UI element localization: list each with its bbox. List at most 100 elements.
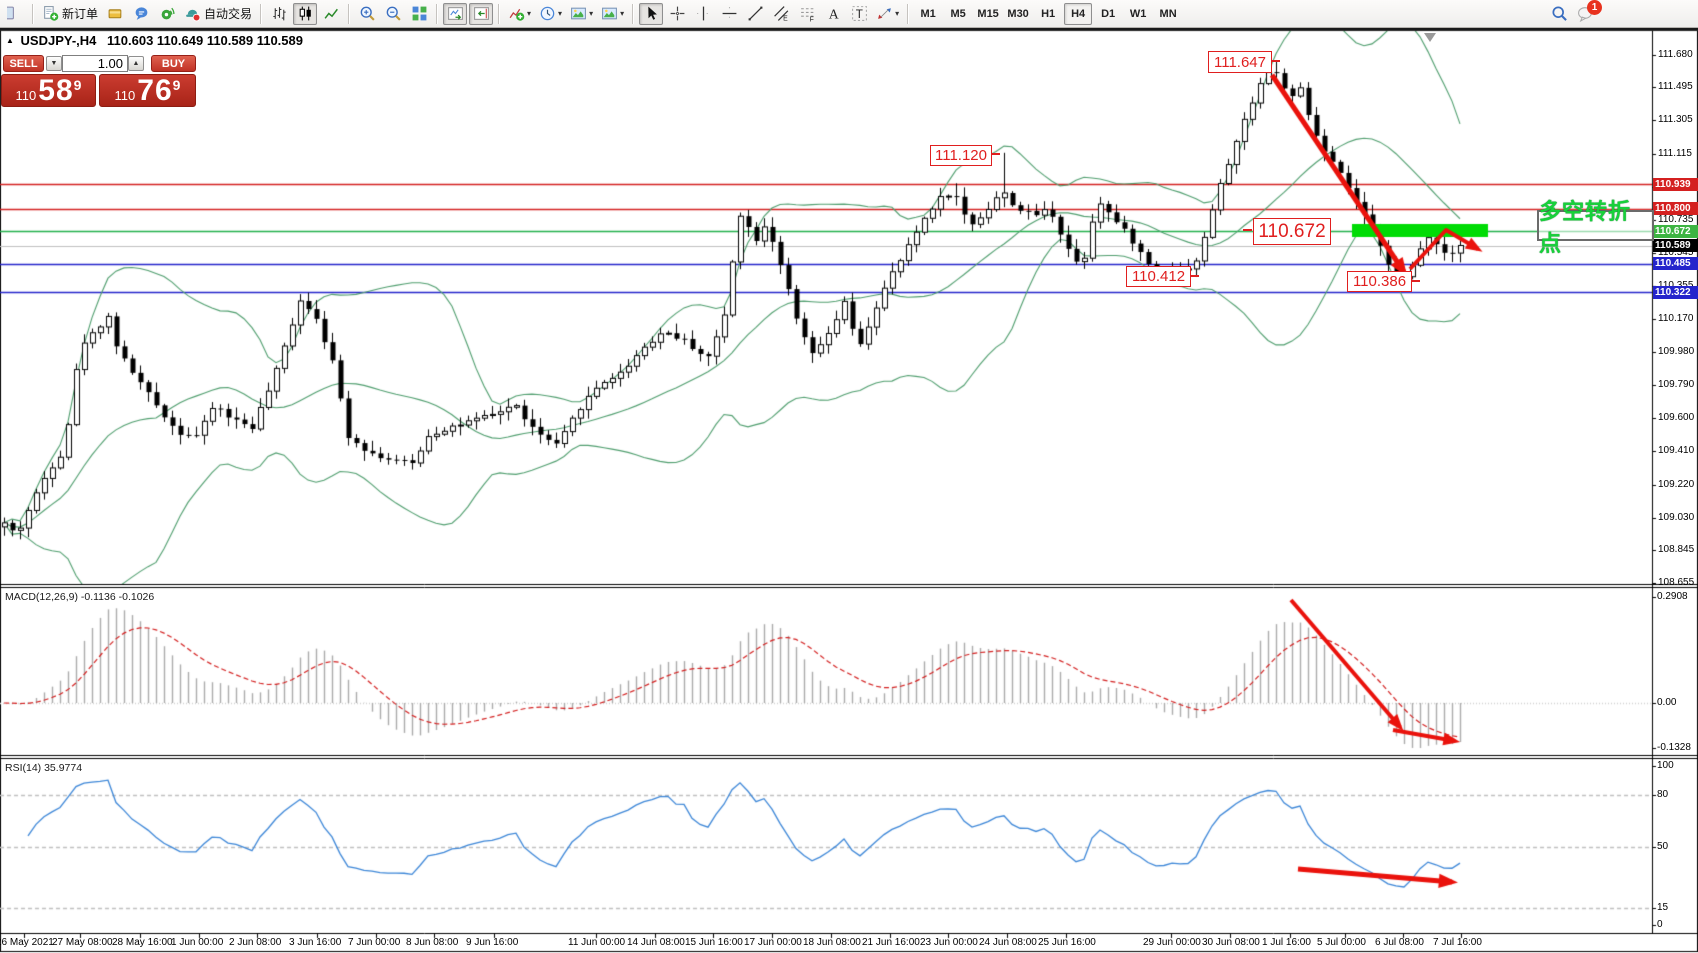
rsi-scale-value: 50: [1657, 841, 1669, 852]
date-axis-label: 3 Jun 16:00: [289, 937, 342, 948]
fibonacci-tool-button[interactable]: F: [795, 3, 819, 25]
horizontal-line-tool-button[interactable]: [717, 3, 741, 25]
textT-icon: T: [851, 5, 868, 22]
price-scale-tick: 111.305: [1658, 114, 1693, 126]
chart-shift-button[interactable]: [469, 2, 494, 25]
timeframe-M1-button[interactable]: M1: [920, 7, 936, 20]
annotation-connector: [1190, 275, 1199, 277]
date-axis-label: 5 Jul 00:00: [1317, 937, 1366, 948]
price-line-label: 110.672: [1653, 224, 1698, 238]
timeframe-W1-button[interactable]: W1: [1129, 7, 1147, 20]
price-scale-tick: 110.735: [1658, 214, 1694, 225]
chart-title: ▲ USDJPY-,H4 110.603 110.649 110.589 110…: [6, 33, 303, 48]
autotrading-button[interactable]: 自动交易: [181, 3, 255, 25]
price-scale-tick: 109.220: [1658, 478, 1695, 490]
vertical-line-tool-button[interactable]: [691, 3, 715, 25]
periods-button[interactable]: ▾: [536, 3, 565, 25]
text-label-tool-button[interactable]: T: [847, 3, 871, 25]
crosshair-tool-button[interactable]: [665, 3, 689, 25]
zoomout-icon: [385, 5, 402, 22]
channel-tool-button[interactable]: E: [769, 3, 793, 25]
new-order-button-label: 新订单: [62, 7, 99, 21]
auto-scroll-button[interactable]: [443, 2, 468, 25]
search-icon: [1551, 5, 1568, 22]
volume-decrease-button[interactable]: ▼: [46, 56, 62, 71]
community-button[interactable]: [129, 3, 153, 25]
volume-input[interactable]: [62, 55, 128, 72]
candlestick-chart-button[interactable]: [293, 2, 318, 25]
price-line-label: 110.589: [1653, 239, 1698, 252]
dropdown-arrow-icon[interactable]: ▾: [620, 9, 625, 18]
zoom-out-button[interactable]: [381, 3, 405, 25]
channel-icon: E: [773, 5, 790, 22]
market-watch-button[interactable]: [103, 3, 127, 25]
price-scale-tick: 108.845: [1658, 544, 1695, 556]
toolbar-separator: [632, 3, 635, 24]
indicators-button[interactable]: ▾: [505, 3, 534, 25]
neworder-icon: [42, 5, 59, 22]
trendline-icon: [747, 5, 764, 22]
timeframe-M15-button[interactable]: M15: [977, 7, 999, 20]
buy-button[interactable]: BUY: [151, 55, 196, 72]
rsi-indicator-label: RSI(14) 35.9774: [5, 762, 83, 774]
date-axis-label: 26 May 2021: [0, 937, 54, 948]
timeframe-M5-button[interactable]: M5: [950, 7, 966, 20]
zoom-in-button[interactable]: [355, 3, 379, 25]
arrows-tool-button[interactable]: ▾: [873, 3, 902, 25]
price-line-label: 110.800: [1653, 202, 1698, 216]
timeframe-H4-button[interactable]: H4: [1064, 2, 1093, 25]
signals-button[interactable]: [155, 3, 179, 25]
annotation-price-label: 110.412: [1126, 266, 1191, 287]
price-scale-tick: 111.495: [1658, 81, 1693, 93]
clock-icon: [539, 5, 556, 22]
buy-price-panel[interactable]: 110 76 9: [99, 74, 196, 107]
cursor-tool-button[interactable]: [639, 2, 664, 25]
macd-scale-value: 0.2908: [1657, 591, 1688, 602]
sell-button[interactable]: SELL: [3, 55, 44, 72]
timeframe-M30-button[interactable]: M30: [1007, 7, 1029, 20]
dropdown-arrow-icon[interactable]: ▾: [895, 9, 900, 18]
arrowsTool-icon: [876, 5, 893, 22]
svg-text:F: F: [809, 16, 813, 22]
linechart-icon: [323, 5, 340, 22]
timeframe-D1-button[interactable]: D1: [1101, 7, 1116, 20]
text-tool-button[interactable]: A: [821, 3, 845, 25]
tile-windows-button[interactable]: [407, 3, 431, 25]
autotrading-button-label: 自动交易: [204, 7, 253, 21]
vline-icon: [695, 5, 712, 22]
zoomin-icon: [359, 5, 376, 22]
candles-icon: [297, 5, 314, 22]
bar-chart-button[interactable]: [267, 3, 291, 25]
clipped-icon-button[interactable]: [3, 3, 27, 25]
annotation-price-label: 111.647: [1208, 51, 1272, 73]
window-marker-icon: ▲: [6, 36, 14, 45]
date-axis-label: 1 Jul 16:00: [1262, 937, 1311, 948]
svg-text:A: A: [828, 6, 838, 21]
indicators-icon: [508, 5, 525, 22]
dropdown-arrow-icon[interactable]: ▾: [558, 9, 563, 18]
date-axis-label: 25 Jun 16:00: [1038, 937, 1096, 948]
search-icon-button[interactable]: [1547, 2, 1571, 24]
timeframe-MN-button[interactable]: MN: [1159, 7, 1177, 20]
toolbar-separator: [436, 3, 439, 24]
notifications-button[interactable]: 1: [1573, 0, 1602, 24]
template-button[interactable]: ▾: [567, 3, 596, 25]
price-line-label: 110.939: [1653, 177, 1698, 191]
buy-price-figure: 110: [114, 88, 136, 103]
sell-price-panel[interactable]: 110 58 9: [1, 74, 96, 107]
dropdown-arrow-icon[interactable]: ▾: [589, 9, 594, 18]
trendline-tool-button[interactable]: [743, 3, 767, 25]
line-chart-button[interactable]: [319, 3, 343, 25]
bluechat-icon: [133, 5, 150, 22]
goldcube-icon: [107, 5, 124, 22]
annotation-price-label: 111.120: [930, 145, 992, 166]
timeframe-H1-button[interactable]: H1: [1041, 7, 1056, 20]
price-scale-tick: 109.790: [1658, 379, 1695, 391]
new-order-button[interactable]: 新订单: [39, 3, 101, 25]
annotation-connector: [1411, 280, 1420, 282]
dropdown-arrow-icon[interactable]: ▾: [527, 9, 532, 18]
profiles-button[interactable]: ▾: [598, 3, 627, 25]
volume-increase-button[interactable]: ▲: [128, 56, 144, 71]
toolbar-separator: [32, 3, 34, 24]
